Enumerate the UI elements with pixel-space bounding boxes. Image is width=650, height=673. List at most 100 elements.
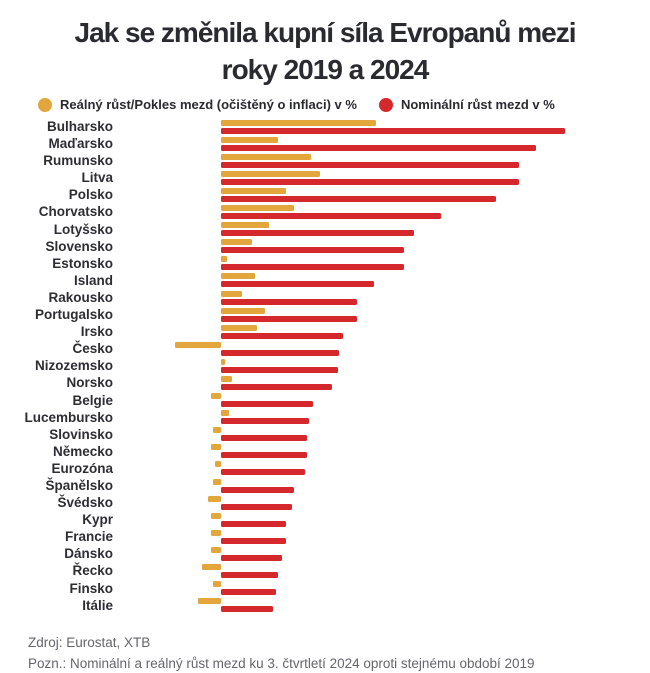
chart-row: Německo	[0, 443, 650, 460]
bar-group	[113, 135, 650, 152]
nominal-growth-bar	[221, 366, 338, 373]
country-label: Bulharsko	[46, 119, 113, 134]
nominal-growth-bar	[221, 281, 374, 288]
real-growth-bar	[221, 273, 256, 280]
chart-row: Portugalsko	[0, 306, 650, 323]
legend-red-dot-icon	[378, 97, 393, 112]
bar-group	[113, 494, 650, 511]
chart-row: Maďarsko	[0, 135, 650, 152]
chart-row: Dánsko	[0, 545, 650, 562]
real-growth-bar	[213, 427, 221, 434]
real-growth-bar	[221, 187, 286, 194]
real-growth-bar	[211, 529, 221, 536]
country-label: Slovensko	[45, 238, 113, 254]
chart-row: Litva	[0, 169, 650, 186]
country-label: Norsko	[66, 375, 113, 391]
country-label: Německo	[52, 443, 113, 459]
chart-row: Lotyšsko	[0, 221, 650, 238]
bar-group	[113, 323, 650, 340]
real-growth-bar	[221, 222, 269, 229]
legend-item-real-wages: Reálný růst/Pokles mezd (očištěný o infl…	[38, 97, 357, 112]
chart-row: Rumunsko	[0, 152, 650, 169]
real-growth-bar	[211, 546, 221, 553]
country-label: Maďarsko	[48, 136, 113, 152]
country-label: Kypr	[82, 512, 113, 528]
nominal-growth-bar	[221, 520, 286, 527]
chart-legend: Reálný růst/Pokles mezd (očištěný o infl…	[38, 97, 650, 112]
nominal-growth-bar	[221, 401, 313, 408]
legend-label-real: Reálný růst/Pokles mezd (očištěný o infl…	[60, 97, 357, 112]
bar-group	[113, 118, 650, 135]
real-growth-bar	[221, 119, 376, 126]
nominal-growth-bar	[221, 554, 283, 561]
bar-group	[113, 186, 650, 203]
country-label: Eurozóna	[51, 460, 113, 476]
bar-group	[113, 272, 650, 289]
bar-group	[113, 238, 650, 255]
country-label: Rakousko	[48, 289, 113, 305]
country-label: Česko	[72, 341, 113, 357]
bar-group	[113, 340, 650, 357]
real-growth-bar	[211, 393, 221, 400]
real-growth-bar	[221, 153, 311, 160]
bar-group	[113, 306, 650, 323]
nominal-growth-bar	[221, 195, 497, 202]
country-label: Finsko	[69, 580, 113, 596]
bar-group	[113, 460, 650, 477]
chart-row: Španělsko	[0, 477, 650, 494]
bar-group	[113, 528, 650, 545]
real-growth-bar	[221, 136, 279, 143]
nominal-growth-bar	[221, 315, 357, 322]
country-label: Island	[73, 272, 113, 288]
bar-chart: Bulharsko Maďarsko Rumunsko Litva Polsko Chor…	[0, 118, 650, 614]
chart-row: Polsko	[0, 186, 650, 203]
bar-group	[113, 255, 650, 272]
chart-title: Jak se změnila kupní síla Evropanů mezi r…	[20, 14, 630, 88]
bar-group	[113, 392, 650, 409]
country-label: Itálie	[82, 597, 113, 613]
real-growth-bar	[221, 170, 321, 177]
country-label: Švédsko	[57, 495, 113, 511]
nominal-growth-bar	[221, 435, 307, 442]
legend-yellow-dot-icon	[38, 97, 52, 112]
real-growth-bar	[175, 341, 221, 348]
real-growth-bar	[221, 358, 225, 365]
real-growth-bar	[221, 324, 258, 331]
chart-row: Nizozemsko	[0, 357, 650, 374]
real-growth-bar	[221, 290, 242, 297]
source-text: Zdroj: Eurostat, XTB	[28, 634, 151, 650]
nominal-growth-bar	[221, 503, 292, 510]
country-label: Rumunsko	[43, 153, 113, 169]
nominal-growth-bar	[221, 606, 273, 613]
nominal-growth-bar	[221, 230, 414, 237]
nominal-growth-bar	[221, 178, 519, 185]
country-label: Lucembursko	[24, 409, 113, 425]
chart-row: Švédsko	[0, 494, 650, 511]
nominal-growth-bar	[221, 264, 405, 271]
real-growth-bar	[221, 256, 227, 263]
chart-row: Lucembursko	[0, 409, 650, 426]
chart-title-line2: roky 2019 a 2024	[221, 54, 430, 85]
country-label: Chorvatsko	[38, 204, 113, 220]
legend-label-nominal: Nominální růst mezd v %	[400, 97, 555, 112]
chart-row: Rakousko	[0, 289, 650, 306]
chart-row: Francie	[0, 528, 650, 545]
nominal-growth-bar	[221, 572, 279, 579]
bar-group	[113, 221, 650, 238]
chart-row: Finsko	[0, 580, 650, 597]
bar-group	[113, 409, 650, 426]
chart-row: Estonsko	[0, 255, 650, 272]
chart-row: Chorvatsko	[0, 203, 650, 220]
nominal-growth-bar	[221, 144, 537, 151]
country-label: Lotyšsko	[53, 221, 113, 237]
real-growth-bar	[221, 307, 265, 314]
bar-group	[113, 580, 650, 597]
nominal-growth-bar	[221, 213, 441, 220]
chart-row: Česko	[0, 340, 650, 357]
real-growth-bar	[221, 239, 252, 246]
bar-group	[113, 443, 650, 460]
real-growth-bar	[213, 478, 221, 485]
country-label: Estonsko	[52, 255, 113, 271]
nominal-growth-bar	[221, 537, 286, 544]
real-growth-bar	[215, 461, 221, 468]
